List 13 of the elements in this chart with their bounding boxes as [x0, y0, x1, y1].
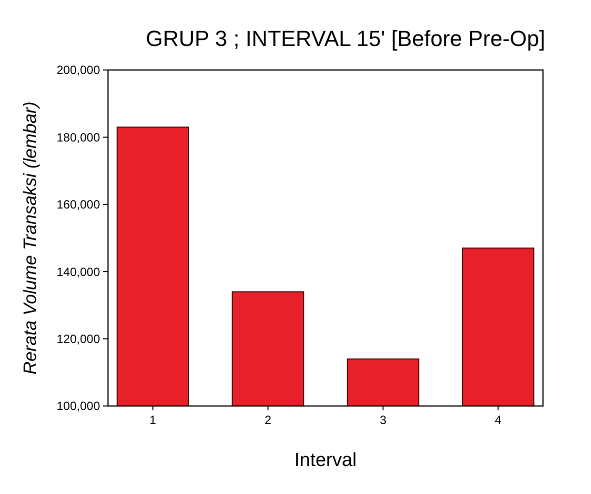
y-tick-label: 120,000 — [56, 332, 100, 346]
y-tick-label: 140,000 — [56, 264, 100, 279]
y-tick-label: 200,000 — [56, 63, 100, 78]
y-tick-label: 180,000 — [56, 130, 100, 144]
x-tick-label: 1 — [150, 413, 157, 427]
chart-title: GRUP 3 ; INTERVAL 15' [Before Pre-Op] — [146, 26, 546, 51]
x-tick-label: 2 — [264, 413, 272, 427]
x-axis-title: Interval — [294, 450, 357, 471]
x-tick-label: 3 — [380, 413, 387, 427]
y-tick-label: 160,000 — [56, 198, 100, 212]
y-axis-title: Rerata Volume Transaksi (lembar) — [20, 101, 40, 375]
y-tick-label: 100,000 — [56, 399, 100, 414]
x-tick-label: 4 — [494, 413, 502, 427]
